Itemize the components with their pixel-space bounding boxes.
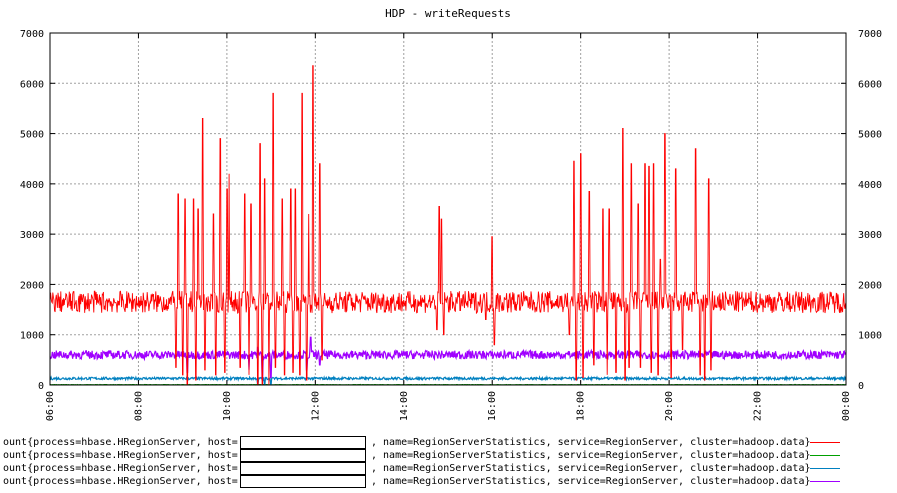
- y-tick-label-right: 5000: [858, 130, 882, 141]
- series-layer: [49, 65, 847, 386]
- y-tick-label: 1000: [20, 331, 44, 342]
- y-axis-left: 0 1000 2000 3000 4000 5000 6000 7000: [20, 29, 55, 392]
- redacted-host-box: [240, 475, 366, 488]
- legend-label-prefix: ount{process=hbase.HRegionServer, host=: [3, 437, 238, 448]
- gridlines: [50, 33, 846, 385]
- y-tick-label-right: 6000: [858, 79, 882, 90]
- x-tick-label: 12:00: [310, 391, 321, 421]
- x-axis: 06:00 08:00 10:00 12:00 14:00 16:00 18:00 20:00…: [45, 33, 852, 421]
- chart-title: HDP - writeRequests: [385, 7, 511, 20]
- x-tick-label: 14:00: [399, 391, 410, 421]
- legend-label-suffix: , name=RegionServerStatistics, service=R…: [371, 437, 811, 448]
- legend-swatch: [810, 455, 840, 456]
- legend-entry: ount{process=hbase.HRegionServer, host=,…: [0, 475, 897, 488]
- plot-frame: [49, 32, 847, 386]
- y-tick-label: 2000: [20, 280, 44, 291]
- x-tick-label: 16:00: [487, 391, 498, 421]
- redacted-host-box: [240, 462, 366, 475]
- y-tick-label-right: 4000: [858, 180, 882, 191]
- legend-label-suffix: , name=RegionServerStatistics, service=R…: [371, 450, 811, 461]
- y-tick-label: 7000: [20, 29, 44, 40]
- y-tick-label-right: 7000: [858, 29, 882, 40]
- legend-label-suffix: , name=RegionServerStatistics, service=R…: [371, 476, 811, 487]
- redacted-host-box: [240, 449, 366, 462]
- x-tick-label: 20:00: [664, 391, 675, 421]
- y-tick-label: 5000: [20, 130, 44, 141]
- x-tick-label: 18:00: [576, 391, 587, 421]
- x-tick-label: 10:00: [222, 391, 233, 421]
- y-tick-label-right: 1000: [858, 331, 882, 342]
- legend-entry: ount{process=hbase.HRegionServer, host=,…: [0, 462, 897, 475]
- x-tick-label: 22:00: [753, 391, 764, 421]
- y-tick-label: 6000: [20, 79, 44, 90]
- legend-label-prefix: ount{process=hbase.HRegionServer, host=: [3, 463, 238, 474]
- y-tick-label: 3000: [20, 230, 44, 241]
- redacted-host-box: [240, 436, 366, 449]
- legend-entry: ount{process=hbase.HRegionServer, host=,…: [0, 449, 897, 462]
- y-tick-label-right: 3000: [858, 230, 882, 241]
- legend-swatch: [810, 481, 840, 482]
- y-axis-right: 0 1000 2000 3000 4000 5000 6000 7000: [841, 29, 882, 392]
- y-tick-label-right: 0: [858, 381, 864, 392]
- legend-label-prefix: ount{process=hbase.HRegionServer, host=: [3, 476, 238, 487]
- y-tick-label: 0: [38, 381, 44, 392]
- legend-label-prefix: ount{process=hbase.HRegionServer, host=: [3, 450, 238, 461]
- series-line: [49, 375, 847, 386]
- x-tick-label: 08:00: [133, 391, 144, 421]
- series-line: [49, 65, 847, 386]
- y-tick-label: 4000: [20, 180, 44, 191]
- legend-entry: ount{process=hbase.HRegionServer, host=,…: [0, 436, 897, 449]
- y-tick-label-right: 2000: [858, 280, 882, 291]
- x-tick-label: 06:00: [45, 391, 56, 421]
- series-line: [49, 336, 847, 381]
- legend-swatch: [810, 468, 840, 469]
- legend-label-suffix: , name=RegionServerStatistics, service=R…: [371, 463, 811, 474]
- legend-swatch: [810, 442, 840, 443]
- x-tick-label: 00:00: [841, 391, 852, 421]
